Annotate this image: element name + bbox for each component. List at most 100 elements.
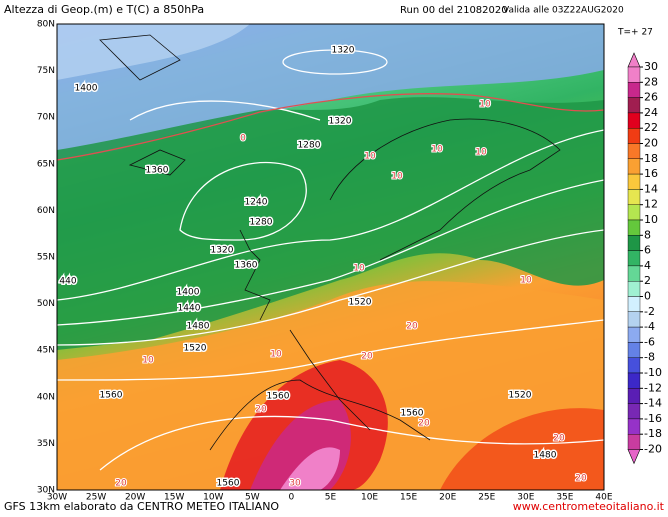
colorbar-label: -14 (644, 397, 662, 410)
colorbar-label: 14 (644, 182, 658, 195)
lon-label: 20W (125, 493, 145, 503)
colorbar-label: 2 (644, 274, 651, 287)
height-label: 1520 (184, 344, 207, 354)
colorbar-label: -8 (644, 351, 655, 364)
temp-label: 10 (431, 145, 443, 155)
height-label: 1320 (332, 46, 355, 56)
colorbar-label: -6 (644, 335, 655, 348)
colorbar-label: 30 (644, 60, 658, 73)
colorbar-swatch (627, 311, 641, 328)
temp-label: 10 (364, 152, 376, 162)
colorbar-label: 20 (644, 137, 658, 150)
title: Altezza di Geop.(m) e T(C) a 850hPa (4, 3, 204, 16)
colorbar-swatch (627, 296, 641, 313)
height-label: 1320 (211, 246, 234, 256)
lat-label: 75N (37, 66, 55, 76)
colorbar-swatch (627, 158, 641, 175)
temp-label: 20 (418, 419, 430, 429)
colorbar-label: 4 (644, 259, 651, 272)
colorbar-arrow-top (627, 52, 641, 68)
lon-label: 35E (556, 493, 573, 503)
colorbar-arrow-bottom (627, 449, 641, 465)
lon-label: 10W (203, 493, 223, 503)
colorbar-label: 0 (644, 290, 651, 303)
colorbar-label: -4 (644, 320, 655, 333)
lat-label: 45N (37, 346, 55, 356)
temp-label: 20 (406, 322, 418, 332)
lon-label: 30W (47, 493, 67, 503)
lon-label: 0 (289, 493, 295, 503)
colorbar-label: 28 (644, 75, 658, 88)
colorbar-swatch (627, 357, 641, 374)
colorbar-swatch (627, 189, 641, 205)
lon-label: 30E (517, 493, 534, 503)
lon-label: 25W (86, 493, 106, 503)
height-label: 1360 (235, 261, 258, 271)
lat-label: 80N (37, 20, 55, 30)
colorbar-label: -10 (644, 366, 662, 379)
lat-label: 40N (37, 392, 55, 402)
temp-label: 30 (289, 479, 301, 489)
colorbar-swatch (627, 326, 641, 343)
colorbar-swatch (627, 66, 641, 83)
map (57, 24, 604, 490)
lon-label: 15W (164, 493, 184, 503)
colorbar-label: 16 (644, 167, 658, 180)
temp-label: 10 (270, 350, 282, 360)
footer-right: www.centrometeoitaliano.it (513, 500, 665, 513)
colorbar-label: -16 (644, 412, 662, 425)
colorbar-label: 6 (644, 244, 651, 257)
height-label: 1560 (100, 391, 123, 401)
height-label: 1400 (75, 84, 98, 94)
temp-label: 20 (255, 405, 267, 415)
colorbar-label: -20 (644, 443, 662, 456)
height-label: 1320 (329, 117, 352, 127)
temp-label: 20 (361, 352, 373, 362)
colorbar-swatch (627, 388, 641, 404)
temp-label: 10 (475, 148, 487, 158)
lon-label: 10E (361, 493, 378, 503)
colorbar-swatch (627, 235, 641, 251)
colorbar-swatch (627, 418, 641, 435)
colorbar-label: -2 (644, 305, 655, 318)
height-label: 440 (59, 277, 76, 287)
colorbar-label: 8 (644, 228, 651, 241)
height-label: 1240 (245, 198, 268, 208)
lat-label: 30N (37, 486, 55, 496)
lat-label: 55N (37, 253, 55, 263)
lat-label: 50N (37, 299, 55, 309)
colorbar-swatch (627, 372, 641, 389)
colorbar-swatch (627, 97, 641, 114)
temp-label: 0 (240, 134, 246, 144)
colorbar-swatch (627, 173, 641, 190)
height-label: 1560 (267, 392, 290, 402)
colorbar-label: 18 (644, 152, 658, 165)
height-label: 1280 (250, 218, 273, 228)
temp-label: 20 (553, 434, 565, 444)
lon-label: 5E (325, 493, 337, 503)
colorbar-swatch (627, 112, 641, 129)
valid: Valida alle 03Z22AUG2020 (503, 6, 624, 16)
lat-label: 60N (37, 206, 55, 216)
map-frame (56, 23, 605, 491)
height-label: 1560 (217, 479, 240, 489)
height-label: 1280 (298, 141, 321, 151)
temp-label: 10 (391, 172, 403, 182)
height-label: 1560 (401, 409, 424, 419)
colorbar-swatch (627, 250, 641, 267)
temp-label: 10 (142, 356, 154, 366)
run: Run 00 del 21082020 (400, 5, 508, 16)
height-label: 1520 (509, 391, 532, 401)
colorbar-swatch (627, 219, 641, 236)
height-label: 1360 (146, 166, 169, 176)
temp-label: 10 (353, 264, 365, 274)
colorbar-label: -12 (644, 381, 662, 394)
colorbar-label: 22 (644, 121, 658, 134)
colorbar-swatch (627, 281, 641, 297)
lon-label: 5W (245, 493, 260, 503)
height-label: 1480 (534, 451, 557, 461)
colorbar-swatch (627, 82, 641, 98)
height-label: 1520 (349, 298, 372, 308)
height-label: 1400 (177, 288, 200, 298)
